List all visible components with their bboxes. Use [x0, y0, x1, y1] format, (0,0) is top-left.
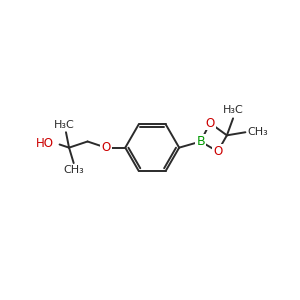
Text: H₃C: H₃C — [54, 120, 75, 130]
Text: O: O — [213, 145, 222, 158]
Text: CH₃: CH₃ — [248, 127, 268, 137]
Text: O: O — [101, 141, 111, 154]
Text: O: O — [205, 116, 214, 130]
Text: H₃C: H₃C — [223, 104, 243, 115]
Text: B: B — [196, 135, 205, 148]
Text: CH₃: CH₃ — [63, 165, 84, 176]
Text: HO: HO — [36, 136, 54, 149]
